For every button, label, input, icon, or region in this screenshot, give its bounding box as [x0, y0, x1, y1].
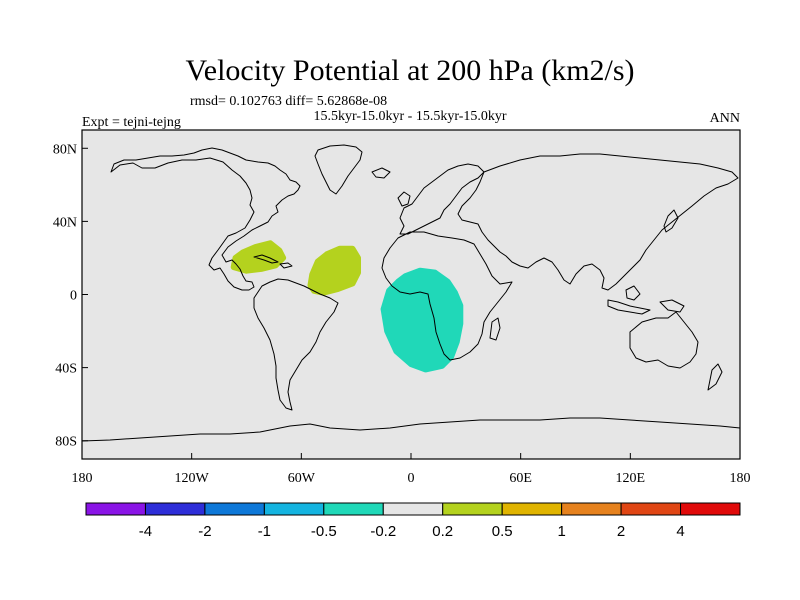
colorbar: -4 -2 -1 -0.5 -0.2 0.2 0.5 1 2 4	[85, 502, 741, 540]
y-tick-label: 80S	[55, 435, 77, 450]
x-tick-label: 60E	[509, 471, 532, 486]
coast-south-america	[253, 278, 339, 411]
x-tick-label: 0	[408, 471, 415, 486]
coast-iceland	[371, 167, 391, 179]
coast-north-america	[110, 147, 301, 291]
colorbar-label: 2	[617, 523, 625, 540]
coast-new-zealand	[707, 363, 723, 391]
y-tick-label: 0	[70, 289, 77, 304]
coast-hispaniola	[279, 262, 293, 269]
colorbar-swatch	[442, 502, 503, 516]
y-tick-label: 40N	[53, 215, 77, 230]
anomaly-layer	[230, 240, 464, 373]
colorbar-swatch	[144, 502, 206, 516]
colorbar-swatch	[263, 502, 325, 516]
coast-new-guinea	[659, 299, 685, 313]
x-tick-label: 120W	[175, 471, 210, 486]
x-tick-label: 120E	[616, 471, 646, 486]
coast-europe	[399, 163, 485, 235]
colorbar-swatch	[561, 502, 622, 516]
coast-japan	[663, 209, 679, 233]
coast-asia	[457, 153, 739, 291]
coast-cuba	[253, 254, 279, 264]
map-panel: 180 120W 60W 0 60E 120E 180 80N 40N 0 40S 80S	[53, 129, 751, 486]
colorbar-swatch	[85, 502, 146, 516]
colorbar-label: 0.5	[492, 523, 513, 540]
season-label: ANN	[710, 111, 740, 126]
colorbar-swatch	[620, 502, 682, 516]
colorbar-label: -0.5	[311, 523, 337, 540]
colorbar-label: -1	[258, 523, 271, 540]
colorbar-label: 4	[676, 523, 684, 540]
colorbar-swatch	[323, 502, 384, 516]
colorbar-swatch	[501, 502, 563, 516]
coast-indonesia	[607, 299, 651, 315]
coast-australia	[629, 311, 699, 369]
colorbar-swatch	[382, 502, 444, 516]
period-label: 15.5kyr-15.0kyr - 15.5kyr-15.0kyr	[313, 109, 506, 124]
colorbar-label: -4	[139, 523, 152, 540]
colorbar-label: -2	[198, 523, 211, 540]
coast-greenland	[314, 144, 363, 195]
axis-ticks: 180 120W 60W 0 60E 120E 180 80N 40N 0 40S 80S	[53, 142, 751, 486]
coastlines	[81, 144, 741, 442]
coast-uk	[397, 191, 411, 207]
coast-antarctica	[81, 417, 741, 442]
figure-title: Velocity Potential at 200 hPa (km2/s)	[185, 54, 634, 87]
x-tick-label: 180	[72, 471, 93, 486]
anomaly-atlantic-positive	[307, 245, 361, 296]
x-tick-label: 180	[730, 471, 751, 486]
y-tick-label: 40S	[55, 362, 77, 377]
anomaly-caribbean-positive	[230, 240, 287, 274]
x-tick-label: 60W	[288, 471, 316, 486]
colorbar-swatch	[204, 502, 265, 516]
y-tick-label: 80N	[53, 142, 77, 157]
stats-label: rmsd= 0.102763 diff= 5.62868e-08	[190, 94, 387, 109]
colorbar-label: 0.2	[432, 523, 453, 540]
coast-madagascar	[489, 317, 501, 341]
experiment-label: Expt = tejni-tejng	[82, 115, 181, 130]
anomaly-southern-africa-negative	[380, 267, 464, 373]
colorbar-swatch	[680, 502, 741, 516]
coast-borneo	[625, 285, 641, 301]
coast-africa	[381, 231, 513, 361]
colorbar-label: -0.2	[370, 523, 396, 540]
colorbar-label: 1	[557, 523, 565, 540]
